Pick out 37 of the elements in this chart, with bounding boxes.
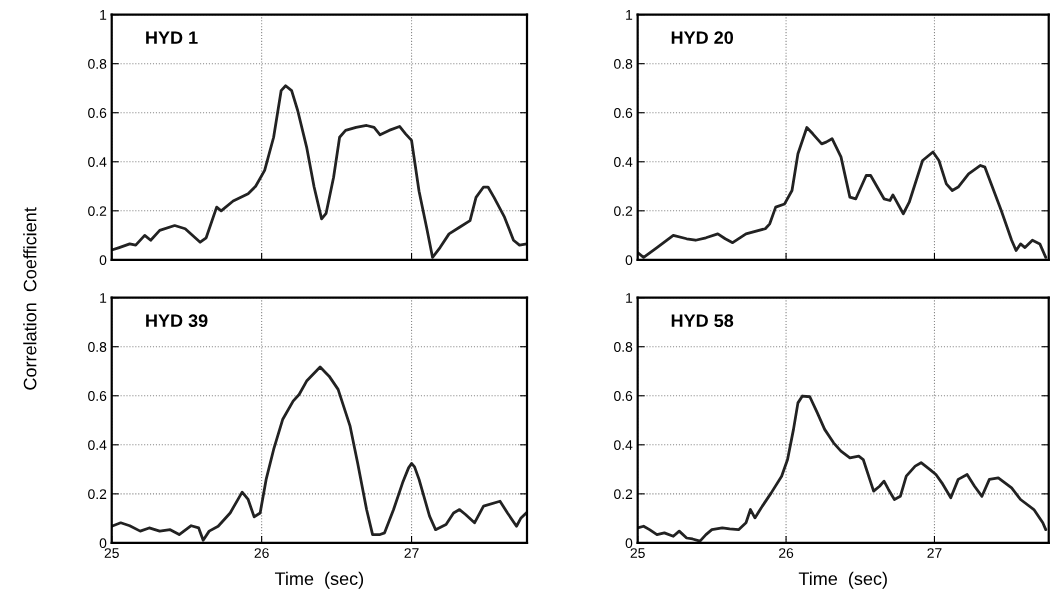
y-tick-label: 0.4 bbox=[88, 440, 107, 450]
y-tick-label: 1 bbox=[626, 10, 633, 20]
y-tick-label: 0.2 bbox=[614, 489, 633, 500]
y-tick-label: 0 bbox=[625, 255, 633, 266]
y-tick-label: 0.6 bbox=[614, 108, 633, 118]
x-axis-title: Time (sec) bbox=[798, 571, 887, 589]
y-tick-label: 0 bbox=[625, 538, 633, 549]
y-tick-label: 0.8 bbox=[614, 59, 633, 69]
y-tick-label: 0.8 bbox=[88, 59, 107, 69]
y-tick-label: 1 bbox=[100, 293, 107, 303]
y-tick-label: 0.6 bbox=[88, 108, 107, 118]
y-tick-label: 1 bbox=[100, 10, 107, 20]
text: HYD 39 bbox=[146, 314, 208, 328]
y-tick-label: 1 bbox=[626, 293, 633, 303]
x-tick-label: 27 bbox=[404, 548, 419, 558]
text: HYD 1 bbox=[146, 31, 198, 44]
y-tick-label: 0.2 bbox=[614, 206, 633, 216]
y-tick-label: 0.2 bbox=[88, 489, 107, 500]
x-tick-label: 26 bbox=[254, 548, 269, 558]
y-tick-label: 0.8 bbox=[614, 342, 633, 352]
text: HYD 58 bbox=[671, 314, 734, 328]
y-tick-label: 0.2 bbox=[88, 206, 107, 216]
x-tick-label: 25 bbox=[630, 548, 645, 558]
y-axis-title: Correlation Coefficient bbox=[23, 207, 37, 390]
y-tick-label: 0 bbox=[99, 538, 107, 549]
y-tick-label: 0.4 bbox=[614, 440, 633, 450]
y-tick-label: 0.6 bbox=[88, 391, 107, 401]
x-tick-label: 27 bbox=[927, 548, 942, 558]
y-tick-label: 0.6 bbox=[614, 391, 633, 401]
y-tick-label: 0.4 bbox=[614, 157, 633, 167]
y-tick-label: 0.8 bbox=[88, 342, 107, 352]
y-tick-label: 0.4 bbox=[88, 157, 107, 167]
y-tick-label: 0 bbox=[99, 255, 107, 266]
text: HYD 20 bbox=[671, 31, 734, 45]
x-tick-label: 25 bbox=[104, 548, 119, 558]
x-axis-title: Time (sec) bbox=[274, 571, 364, 589]
x-tick-label: 26 bbox=[779, 548, 794, 558]
